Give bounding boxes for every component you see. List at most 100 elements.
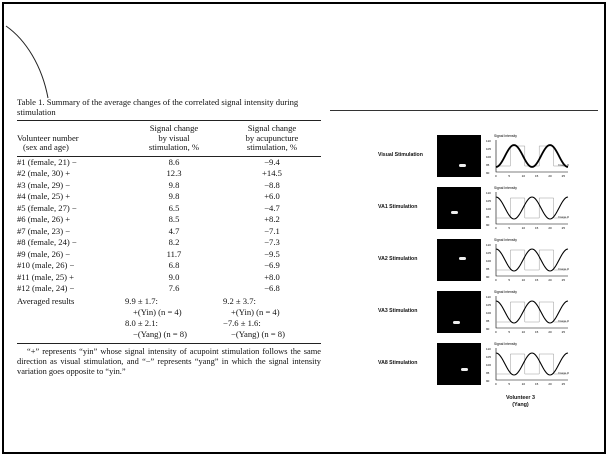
volunteer-cell: #6 (male, 26) +	[17, 214, 71, 225]
table-row: #7 (male, 23) − 4.7 −7.1	[17, 226, 321, 238]
averaged-line: +(Yin) (n = 4)	[231, 306, 280, 317]
visual-change-cell: 9.8	[168, 191, 180, 202]
acupuncture-change-cell: −6.8	[264, 283, 280, 294]
axis-title: Signal Intensity	[494, 134, 517, 138]
x-tick-label: 25	[562, 278, 566, 282]
x-tick-label: 15	[535, 226, 539, 230]
signal-figure: Volunteer 3 (Yang) Visual Stimulation Sig…	[376, 132, 572, 408]
y-tick-label: 100	[486, 155, 491, 159]
y-tick-label: 95	[486, 215, 490, 219]
x-tick-label: 10	[522, 174, 526, 178]
stimulation-boxcar	[496, 301, 568, 323]
visual-change-cell: 6.8	[168, 260, 180, 271]
table-row: #11 (male, 25) + 9.0 +8.0	[17, 272, 321, 284]
y-tick-label: 100	[486, 311, 491, 315]
table-row: #1 (female, 21) − 8.6 −9.4	[17, 156, 321, 168]
y-tick-label: 110	[486, 191, 491, 195]
x-tick-label: 0	[495, 382, 497, 386]
acupuncture-change-cell: −9.5	[264, 248, 280, 259]
signal-curve	[495, 196, 569, 220]
visual-change-cell: 4.7	[168, 225, 180, 236]
averaged-line: −(Yang) (n = 8)	[133, 329, 187, 340]
table-footnote: “+” represents “yin” whose signal intens…	[17, 346, 321, 376]
y-tick-label: 90	[486, 171, 490, 175]
table-row: #9 (male, 26) − 11.7 −9.5	[17, 249, 321, 261]
x-tick-label: 10	[522, 226, 526, 230]
activation-spot	[453, 321, 460, 324]
averaged-row: Averaged results 9.9 ± 1.7: +(Yin) (n = 4)…	[17, 294, 321, 344]
signal-curve	[495, 352, 569, 376]
x-tick-label: 10	[522, 330, 526, 334]
averaged-line: 9.2 ± 3.7:	[223, 295, 256, 306]
stimulation-boxcar	[496, 145, 568, 167]
brain-scan-image	[437, 343, 481, 385]
stimulation-panel: Visual Stimulation Signal Intensity 110 105…	[376, 132, 572, 180]
visual-change-cell: 8.5	[168, 214, 180, 225]
y-tick-label: 105	[486, 251, 491, 255]
x-tick-label: 25	[562, 330, 566, 334]
brain-scan-image	[437, 291, 481, 333]
brain-scan-image	[437, 239, 481, 281]
averaged-label: Averaged results	[17, 294, 125, 344]
x-tick-label: 20	[548, 382, 552, 386]
x-tick-label: 20	[548, 174, 552, 178]
stimulation-label: VA2 Stimulation	[378, 256, 418, 262]
averaged-line: 8.0 ± 2.1:	[125, 318, 158, 329]
volunteer-cell: #11 (male, 25) +	[17, 271, 75, 282]
volunteer-cell: #10 (male, 26) −	[17, 260, 75, 271]
acupuncture-change-cell: +6.0	[264, 191, 280, 202]
x-tick-label: 5	[508, 226, 510, 230]
stimulation-panel: VA2 Stimulation Signal Intensity 110 105 100…	[376, 236, 572, 284]
y-tick-label: 110	[486, 139, 491, 143]
y-tick-label: 90	[486, 379, 490, 383]
x-tick-label: 25	[562, 382, 566, 386]
x-tick-label: 15	[535, 382, 539, 386]
summary-table: Volunteer number (sex and age) Signal cha…	[17, 120, 321, 344]
x-axis-label: Image #	[558, 267, 569, 271]
table-row: #2 (male, 30) + 12.3 +14.5	[17, 168, 321, 180]
visual-change-cell: 9.0	[168, 271, 180, 282]
volunteer-label: Volunteer 3 (Yang)	[506, 395, 535, 408]
table-caption: Table 1. Summary of the average changes …	[17, 97, 299, 117]
x-tick-label: 0	[495, 174, 497, 178]
table-row: #8 (female, 24) − 8.2 −7.3	[17, 237, 321, 249]
table-row: #12 (male, 24) − 7.6 −6.8	[17, 283, 321, 295]
x-tick-label: 10	[522, 278, 526, 282]
volunteer-cell: #9 (male, 26) −	[17, 248, 71, 259]
horizontal-rule	[330, 110, 598, 111]
axis-title: Signal Intensity	[494, 238, 517, 242]
averaged-line: 9.9 ± 1.7:	[125, 295, 158, 306]
volunteer-cell: #8 (female, 24) −	[17, 237, 77, 248]
header-visual: Signal change by visual stimulation, %	[125, 120, 223, 157]
acupuncture-change-cell: +8.0	[264, 271, 280, 282]
activation-spot	[461, 368, 468, 371]
x-tick-label: 5	[508, 174, 510, 178]
volunteer-cell: #5 (female, 27) −	[17, 202, 77, 213]
x-tick-label: 5	[508, 278, 510, 282]
axis-title: Signal Intensity	[494, 186, 517, 190]
axis-title: Signal Intensity	[494, 342, 517, 346]
plot-axes	[495, 348, 568, 381]
x-axis-label: Image #	[558, 319, 569, 323]
stimulation-boxcar	[496, 353, 568, 375]
y-tick-label: 100	[486, 363, 491, 367]
y-tick-label: 90	[486, 327, 490, 331]
averaged-acupuncture-cell: 9.2 ± 3.7: +(Yin) (n = 4) −7.6 ± 1.6: −(Yan…	[223, 294, 321, 344]
signal-curve	[495, 248, 569, 272]
y-tick-label: 105	[486, 303, 491, 307]
x-tick-label: 15	[535, 330, 539, 334]
activation-spot	[459, 164, 466, 167]
y-tick-label: 95	[486, 371, 490, 375]
stimulation-boxcar	[496, 249, 568, 271]
y-tick-label: 100	[486, 259, 491, 263]
volunteer-cell: #12 (male, 24) −	[17, 283, 75, 294]
stimulation-label: VA3 Stimulation	[378, 308, 418, 314]
x-tick-label: 20	[548, 278, 552, 282]
stimulation-boxcar	[496, 197, 568, 219]
table-row: #3 (male, 29) − 9.8 −8.8	[17, 180, 321, 192]
x-tick-label: 0	[495, 330, 497, 334]
